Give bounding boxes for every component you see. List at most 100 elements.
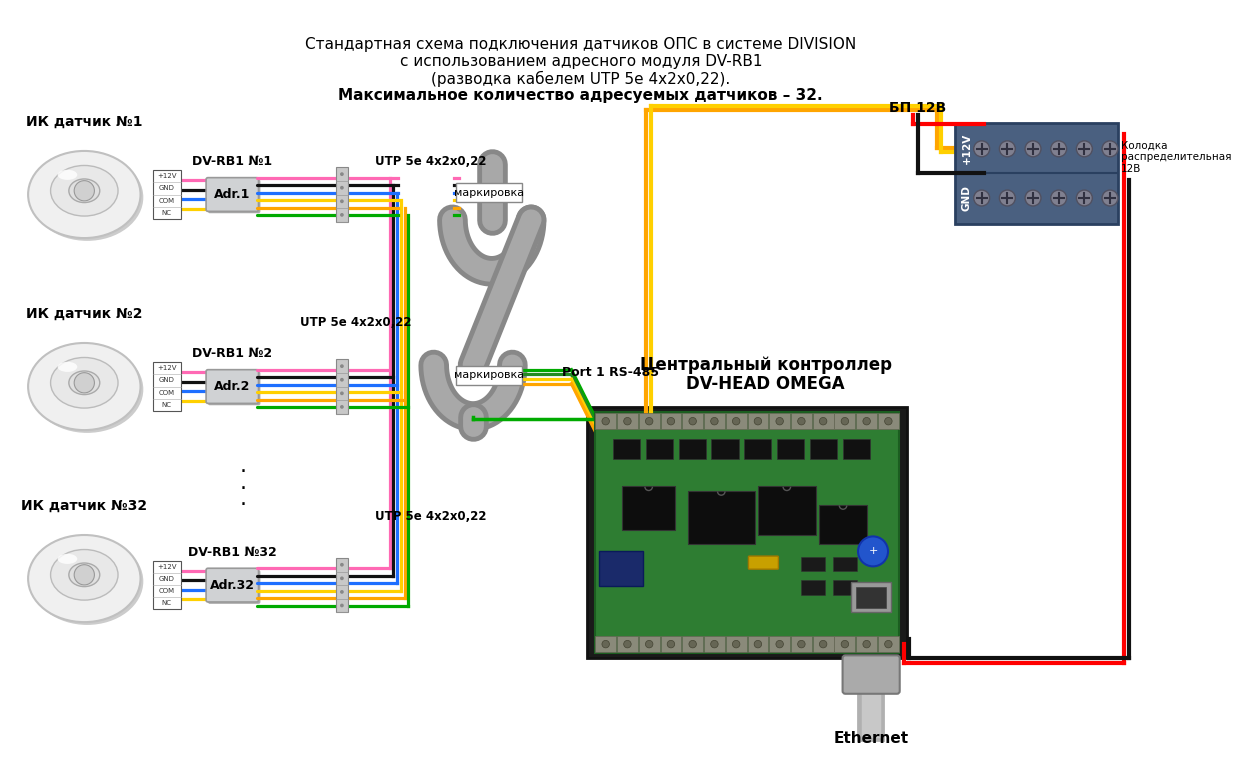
Text: UTP 5е 4х2х0,22: UTP 5е 4х2х0,22 bbox=[375, 510, 487, 523]
Circle shape bbox=[340, 199, 343, 203]
Ellipse shape bbox=[58, 170, 78, 180]
Text: Стандартная схема подключения датчиков ОПС в системе DIVISION: Стандартная схема подключения датчиков О… bbox=[305, 37, 856, 52]
Text: Колодка
распределительная
12В: Колодка распределительная 12В bbox=[1121, 141, 1231, 174]
Text: GND: GND bbox=[159, 185, 174, 191]
FancyBboxPatch shape bbox=[456, 183, 521, 202]
Text: DV-RB1 №32: DV-RB1 №32 bbox=[188, 546, 277, 559]
FancyBboxPatch shape bbox=[747, 413, 768, 429]
Circle shape bbox=[999, 190, 1015, 206]
FancyBboxPatch shape bbox=[790, 413, 811, 429]
FancyBboxPatch shape bbox=[206, 370, 258, 404]
Circle shape bbox=[1102, 190, 1118, 206]
FancyBboxPatch shape bbox=[777, 439, 804, 459]
Text: +12V: +12V bbox=[157, 564, 177, 570]
FancyBboxPatch shape bbox=[661, 413, 682, 429]
Circle shape bbox=[776, 418, 783, 425]
Text: COM: COM bbox=[158, 390, 175, 395]
FancyBboxPatch shape bbox=[790, 636, 811, 652]
Circle shape bbox=[1102, 141, 1118, 157]
FancyBboxPatch shape bbox=[834, 580, 857, 594]
Text: COM: COM bbox=[158, 588, 175, 594]
Circle shape bbox=[755, 418, 762, 425]
Circle shape bbox=[732, 418, 740, 425]
Circle shape bbox=[340, 213, 343, 217]
Ellipse shape bbox=[69, 179, 100, 202]
Text: GND: GND bbox=[159, 576, 174, 582]
FancyBboxPatch shape bbox=[835, 636, 856, 652]
Circle shape bbox=[1077, 141, 1092, 157]
Text: +: + bbox=[868, 547, 878, 557]
FancyBboxPatch shape bbox=[153, 560, 180, 609]
Circle shape bbox=[340, 577, 343, 581]
Text: GND: GND bbox=[159, 378, 174, 384]
FancyBboxPatch shape bbox=[747, 636, 768, 652]
FancyBboxPatch shape bbox=[336, 558, 347, 612]
Ellipse shape bbox=[51, 165, 119, 216]
FancyBboxPatch shape bbox=[679, 439, 706, 459]
Text: БП 12В: БП 12В bbox=[889, 101, 946, 115]
FancyBboxPatch shape bbox=[207, 571, 261, 604]
Ellipse shape bbox=[28, 151, 141, 238]
Ellipse shape bbox=[51, 550, 119, 600]
Text: NC: NC bbox=[162, 601, 172, 606]
Text: Ethernet: Ethernet bbox=[834, 731, 909, 747]
Circle shape bbox=[1025, 190, 1041, 206]
FancyBboxPatch shape bbox=[456, 366, 521, 384]
Circle shape bbox=[340, 378, 343, 381]
Text: UTP 5е 4х2х0,22: UTP 5е 4х2х0,22 bbox=[300, 317, 411, 330]
Text: маркировка: маркировка bbox=[454, 371, 524, 381]
Text: Port 1 RS-485: Port 1 RS-485 bbox=[562, 366, 659, 379]
FancyBboxPatch shape bbox=[638, 636, 659, 652]
Circle shape bbox=[973, 190, 989, 206]
Text: GND: GND bbox=[962, 185, 972, 211]
Text: Максимальное количество адресуемых датчиков – 32.: Максимальное количество адресуемых датчи… bbox=[338, 88, 823, 103]
FancyBboxPatch shape bbox=[800, 557, 825, 571]
FancyBboxPatch shape bbox=[745, 439, 772, 459]
Circle shape bbox=[689, 641, 697, 648]
FancyBboxPatch shape bbox=[758, 486, 816, 534]
FancyBboxPatch shape bbox=[704, 413, 725, 429]
FancyBboxPatch shape bbox=[336, 168, 347, 222]
Text: (разводка кабелем UTP 5е 4х2х0,22).: (разводка кабелем UTP 5е 4х2х0,22). bbox=[431, 71, 730, 87]
Ellipse shape bbox=[69, 563, 100, 587]
Circle shape bbox=[863, 418, 871, 425]
Circle shape bbox=[74, 564, 94, 585]
FancyBboxPatch shape bbox=[207, 371, 261, 405]
Text: DV-HEAD OMEGA: DV-HEAD OMEGA bbox=[687, 375, 845, 393]
Ellipse shape bbox=[69, 371, 100, 394]
FancyBboxPatch shape bbox=[207, 180, 261, 213]
Circle shape bbox=[601, 418, 609, 425]
Circle shape bbox=[340, 186, 343, 190]
FancyBboxPatch shape bbox=[810, 439, 837, 459]
FancyBboxPatch shape bbox=[153, 362, 180, 411]
FancyBboxPatch shape bbox=[711, 439, 739, 459]
Circle shape bbox=[624, 641, 631, 648]
FancyBboxPatch shape bbox=[704, 636, 725, 652]
Ellipse shape bbox=[31, 538, 143, 625]
FancyBboxPatch shape bbox=[682, 413, 703, 429]
Text: +12V: +12V bbox=[157, 365, 177, 371]
Text: Adr.32: Adr.32 bbox=[210, 579, 254, 591]
Text: +12V: +12V bbox=[962, 134, 972, 164]
FancyBboxPatch shape bbox=[842, 655, 900, 694]
Circle shape bbox=[74, 373, 94, 393]
Text: Центральный контроллер: Центральный контроллер bbox=[640, 357, 892, 374]
FancyBboxPatch shape bbox=[813, 636, 834, 652]
Text: NC: NC bbox=[162, 210, 172, 215]
Circle shape bbox=[732, 641, 740, 648]
Circle shape bbox=[667, 418, 674, 425]
Circle shape bbox=[340, 391, 343, 395]
Text: +12V: +12V bbox=[157, 173, 177, 179]
Circle shape bbox=[1051, 141, 1067, 157]
FancyBboxPatch shape bbox=[682, 636, 703, 652]
Circle shape bbox=[667, 641, 674, 648]
Text: с использованием адресного модуля DV-RB1: с использованием адресного модуля DV-RB1 bbox=[399, 54, 762, 69]
Ellipse shape bbox=[28, 343, 141, 430]
Circle shape bbox=[858, 537, 888, 567]
Circle shape bbox=[1025, 141, 1041, 157]
Circle shape bbox=[1077, 190, 1092, 206]
FancyBboxPatch shape bbox=[336, 360, 347, 414]
Circle shape bbox=[776, 641, 783, 648]
Circle shape bbox=[884, 641, 892, 648]
Text: ИК датчик №2: ИК датчик №2 bbox=[26, 307, 142, 321]
